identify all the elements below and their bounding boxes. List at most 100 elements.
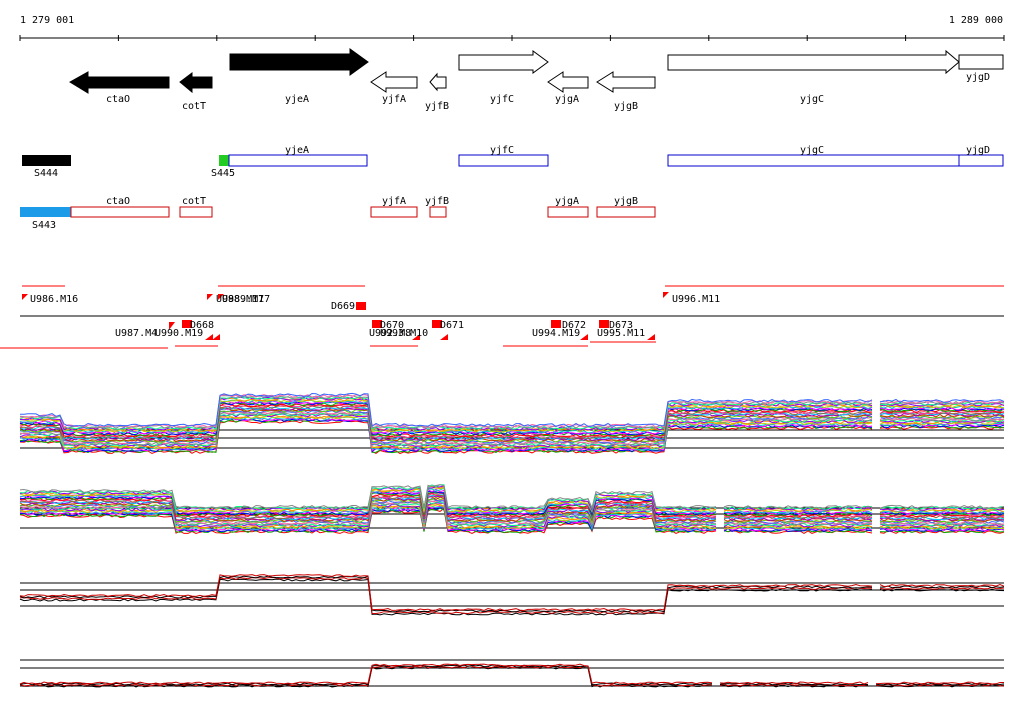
expression-panel-4 [19, 659, 1005, 688]
feature-flag[interactable] [663, 292, 669, 298]
feature-flag[interactable] [218, 294, 224, 300]
feature-flag[interactable] [432, 320, 442, 328]
operon-box-yjfC[interactable] [458, 154, 549, 167]
operon-label: ctaO [106, 196, 130, 207]
feature-label[interactable]: D673 [609, 320, 633, 331]
expression-trace [19, 497, 717, 524]
operon-box-cotT[interactable] [179, 206, 213, 218]
gene-label: yjgD [966, 72, 990, 83]
expression-trace [723, 515, 873, 520]
feature-flag[interactable] [440, 334, 448, 340]
feature-track: U986.M16 U988.M17 U989.M17 D669 U996.M11… [0, 285, 1004, 349]
feature-flag[interactable] [356, 302, 366, 310]
expression-trace [19, 493, 717, 520]
expression-trace [879, 408, 1005, 413]
expression-trace [879, 528, 1005, 532]
feature-label[interactable]: D668 [190, 320, 214, 331]
feature-label[interactable]: U996.M11 [672, 294, 720, 305]
feature-flag[interactable] [169, 322, 175, 330]
expression-trace [879, 504, 1005, 509]
expression-trace [719, 684, 869, 688]
feature-label[interactable]: U994.M19 [532, 328, 580, 339]
expression-trace [879, 511, 1005, 516]
feature-flag[interactable] [580, 334, 588, 340]
operon-box-yjgD[interactable] [958, 154, 1004, 167]
feature-label[interactable]: D672 [562, 320, 586, 331]
feature-flag[interactable] [205, 334, 213, 340]
expression-panel-1 [19, 392, 1005, 455]
segment-bar-s444[interactable] [22, 155, 71, 166]
feature-flag[interactable] [599, 320, 609, 328]
expression-trace [723, 519, 873, 524]
expression-trace [19, 665, 713, 687]
operon-box-yjfA[interactable] [370, 206, 418, 218]
gene-label: yjgB [614, 101, 638, 112]
expression-trace [19, 413, 873, 448]
feature-label[interactable]: U986.M16 [30, 294, 78, 305]
operon-box-ctaO[interactable] [70, 206, 170, 218]
expression-trace [19, 494, 717, 521]
expression-trace [723, 513, 873, 518]
feature-flag[interactable] [212, 334, 220, 340]
feature-label[interactable]: U987.M4 [115, 328, 157, 339]
gene-yjgA[interactable]: yjgA [547, 71, 589, 105]
expression-trace [19, 414, 873, 449]
gene-yjeA[interactable]: yjeA [229, 48, 369, 105]
feature-label[interactable]: U989.M17 [222, 294, 270, 305]
gene-yjgB[interactable]: yjgB [596, 71, 656, 112]
feature-label[interactable]: U992.M8 [369, 328, 411, 339]
gene-label: yjfC [490, 94, 514, 105]
gene-yjgC[interactable]: yjgC [667, 49, 960, 105]
expression-trace [879, 399, 1005, 404]
expression-panel-2 [19, 484, 1005, 535]
segment-bar-s443[interactable] [20, 207, 71, 217]
blue-operon-track: S444 S445 yjeA yjfC yjgC yjgD [22, 145, 1004, 179]
feature-flag[interactable] [412, 334, 420, 340]
expression-trace [719, 681, 869, 685]
feature-label[interactable]: U995.M11 [597, 328, 645, 339]
expression-trace [879, 588, 1005, 592]
feature-flag[interactable] [372, 320, 382, 328]
expression-trace [19, 507, 717, 534]
feature-flag[interactable] [182, 320, 192, 328]
expression-trace [879, 586, 1005, 590]
expression-trace [875, 683, 1005, 687]
feature-label[interactable]: U990.M19 [155, 328, 203, 339]
operon-box-yjgC[interactable] [667, 154, 960, 167]
gene-ctaO[interactable]: ctaO [69, 71, 170, 105]
operon-box-yjfB[interactable] [429, 206, 447, 218]
feature-label[interactable]: U988.M17 [216, 294, 264, 305]
operon-box-yjgA[interactable] [547, 206, 589, 218]
operon-label: yjfA [382, 196, 406, 207]
gene-label: cotT [182, 101, 206, 112]
expression-trace [879, 415, 1005, 420]
expression-trace [879, 398, 1005, 403]
expression-trace [19, 663, 713, 685]
gene-yjgD[interactable]: yjgD [958, 54, 1004, 83]
operon-label: yjgB [614, 196, 638, 207]
expression-trace [879, 400, 1005, 405]
gene-cotT[interactable]: cotT [179, 72, 213, 112]
expression-trace [19, 502, 717, 528]
gene-label: yjeA [285, 94, 309, 105]
feature-label[interactable]: D669 [331, 301, 355, 312]
feature-flag[interactable] [647, 334, 655, 340]
feature-flag[interactable] [551, 320, 561, 328]
feature-label[interactable]: U993.M10 [380, 328, 428, 339]
operon-box-yjeA[interactable] [228, 154, 368, 167]
gene-yjfA[interactable]: yjfA [370, 71, 418, 105]
feature-label[interactable]: D671 [440, 320, 464, 331]
gene-yjfC[interactable]: yjfC [458, 50, 549, 105]
operon-box-yjgB[interactable] [596, 206, 656, 218]
feature-flag[interactable] [22, 294, 28, 300]
expression-trace [19, 574, 873, 612]
feature-label[interactable]: D670 [380, 320, 404, 331]
expression-trace [19, 578, 873, 616]
expression-trace [19, 393, 873, 428]
segment-bar-s445[interactable] [219, 155, 229, 166]
expression-trace [875, 682, 1005, 686]
expression-trace [19, 395, 873, 430]
feature-flag[interactable] [207, 294, 213, 300]
gene-yjfB[interactable]: yjfB [425, 72, 449, 112]
